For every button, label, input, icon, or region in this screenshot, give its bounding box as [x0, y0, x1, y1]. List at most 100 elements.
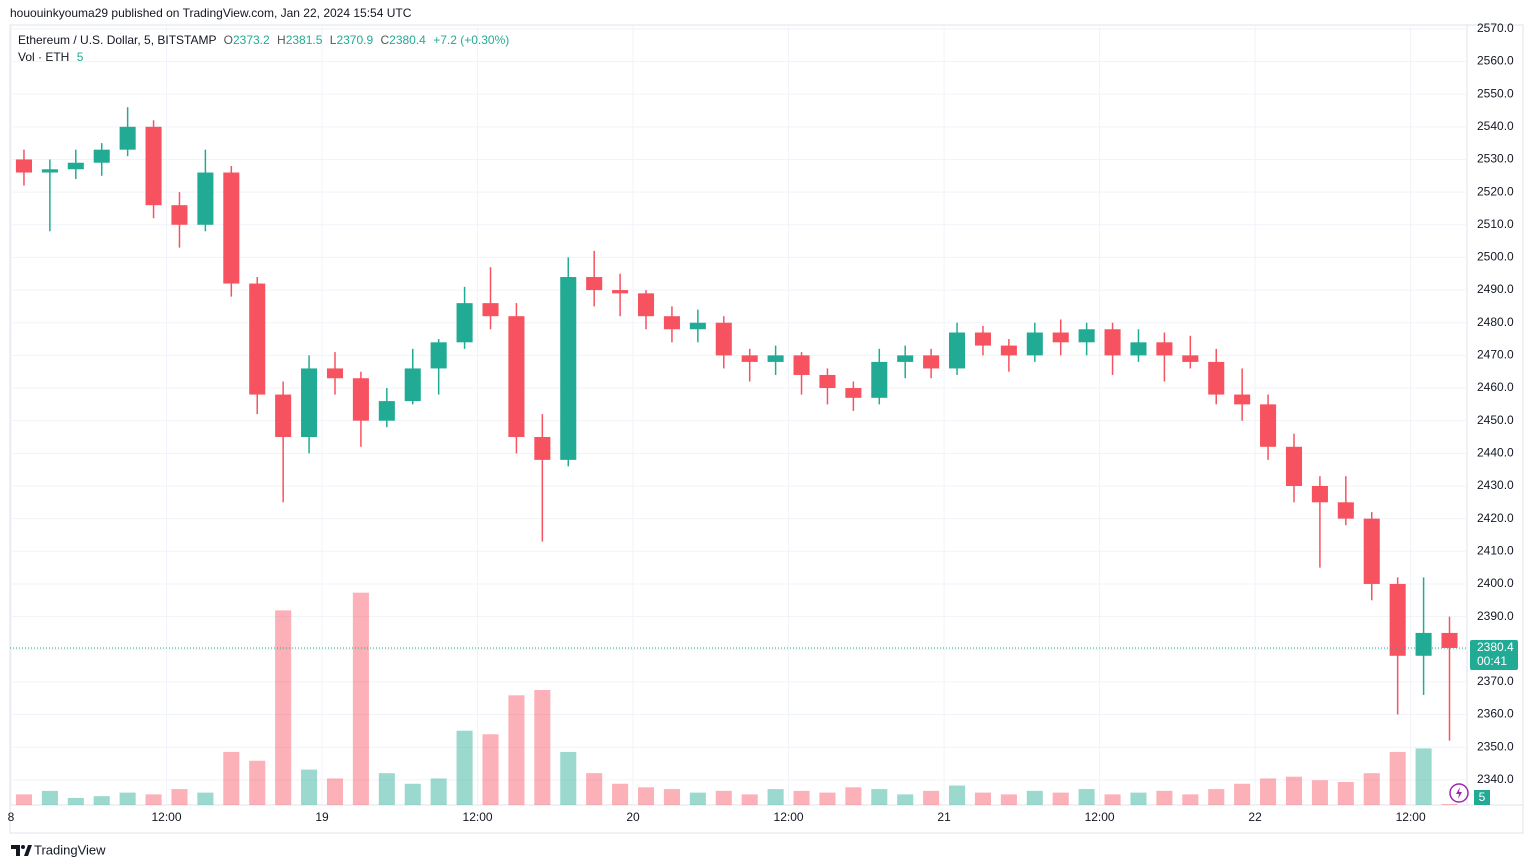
y-tick-label: 2420.0: [1477, 511, 1514, 525]
volume-bar: [663, 789, 680, 805]
y-tick-label: 2470.0: [1477, 348, 1514, 362]
candle-body: [974, 332, 991, 346]
volume-bar: [1285, 776, 1303, 805]
candle-body: [1363, 518, 1380, 584]
candle-body: [1337, 502, 1354, 519]
candle-body: [482, 303, 499, 317]
y-tick-label: 2430.0: [1477, 478, 1514, 492]
candle-body: [1441, 632, 1458, 648]
symbol: Ethereum / U.S. Dollar, 5, BITSTAMP: [18, 33, 217, 47]
candle-body: [15, 159, 32, 173]
candle-body: [793, 355, 810, 375]
candle-body: [612, 290, 629, 294]
volume-bar: [1234, 783, 1251, 805]
candle-body: [534, 437, 551, 460]
grid: [10, 25, 1467, 805]
candle-body: [67, 162, 84, 170]
y-tick-label: 2480.0: [1477, 315, 1514, 329]
volume-bar: [352, 592, 369, 805]
y-tick-label: 2500.0: [1477, 250, 1514, 264]
candle-body: [715, 322, 732, 356]
candle-body: [560, 277, 577, 460]
volume-bar: [1389, 751, 1406, 805]
volume-bar: [197, 792, 214, 805]
candle-body: [171, 205, 188, 225]
y-tick-label: 2440.0: [1477, 446, 1514, 460]
volume-bar: [819, 792, 836, 805]
high-value: 2381.5: [286, 33, 323, 47]
x-tick-label: 20: [626, 810, 640, 824]
candle-body: [897, 355, 914, 362]
volume-bar: [482, 734, 499, 805]
candle-body: [586, 277, 603, 291]
volume-bar: [171, 789, 188, 805]
y-tick-label: 2510.0: [1477, 217, 1514, 231]
x-tick-label: 12:00: [1085, 810, 1115, 824]
candle-body: [871, 361, 888, 398]
candle-body: [923, 355, 940, 369]
candle-body: [1156, 342, 1173, 356]
volume-bar: [793, 790, 810, 805]
candle-body: [1130, 342, 1147, 356]
legend: Ethereum / U.S. Dollar, 5, BITSTAMP O237…: [18, 33, 509, 47]
header: hououinkyouma29 published on TradingView…: [10, 6, 412, 20]
low-value: 2370.9: [336, 33, 373, 47]
volume-bar: [1311, 780, 1328, 805]
candle-body: [663, 316, 680, 330]
volume-bar: [767, 789, 784, 805]
volume-bar: [119, 792, 136, 805]
volume-bar: [1130, 792, 1147, 805]
candle-body: [1026, 332, 1043, 356]
candle-body: [93, 149, 110, 163]
candle-body: [949, 332, 966, 369]
volume-bar: [1104, 794, 1121, 805]
volume-bar: [508, 695, 525, 805]
volume-bar: [93, 796, 110, 805]
y-tick-label: 2400.0: [1477, 576, 1514, 590]
high-label: H: [277, 33, 286, 47]
candle-body: [508, 316, 525, 438]
candle-body: [1260, 404, 1277, 447]
candle-body: [1415, 632, 1432, 656]
volume-bar: [871, 789, 888, 805]
candle-body: [1078, 329, 1095, 343]
y-tick-label: 2390.0: [1477, 609, 1514, 623]
volume-bar: [1078, 789, 1095, 805]
candle-body: [767, 355, 784, 362]
volume-bar: [249, 760, 266, 805]
volume-bar: [534, 690, 551, 805]
footer-logo: TradingView: [11, 842, 106, 857]
y-tick-label: 2370.0: [1477, 674, 1514, 688]
volume-bar: [1182, 794, 1199, 805]
candle-body: [741, 355, 758, 362]
last-price-badge: [1470, 639, 1518, 670]
volume-value: 5: [77, 50, 84, 64]
volume-bar: [1260, 778, 1277, 805]
candle-body: [404, 368, 421, 402]
y-tick-label: 2360.0: [1477, 707, 1514, 721]
alert-bolt: [1456, 787, 1462, 799]
y-tick-label: 2570.0: [1477, 21, 1514, 35]
change: +7.2 (+0.30%): [433, 33, 509, 47]
candle-body: [1234, 394, 1251, 405]
candle-body: [301, 368, 318, 438]
y-tick-label: 2350.0: [1477, 739, 1514, 753]
logo-dot: [21, 845, 25, 849]
volume-bar: [456, 730, 473, 805]
candle-body: [456, 303, 473, 343]
volume-bar: [586, 773, 603, 805]
volume-bar: [1363, 773, 1380, 805]
open-value: 2373.2: [233, 33, 270, 47]
volume-bar: [326, 778, 344, 805]
candle-body: [689, 322, 706, 330]
volume-bar: [741, 794, 758, 805]
x-tick-label: 19: [315, 810, 329, 824]
candle-body: [1104, 329, 1121, 356]
chart-frame: [9, 24, 1524, 834]
candle-body: [249, 283, 266, 395]
volume-bar: [301, 769, 318, 805]
candle-body: [197, 172, 214, 225]
candle-body: [145, 126, 162, 206]
candle-body: [275, 394, 292, 438]
volume-label: Vol · ETH: [18, 50, 69, 64]
